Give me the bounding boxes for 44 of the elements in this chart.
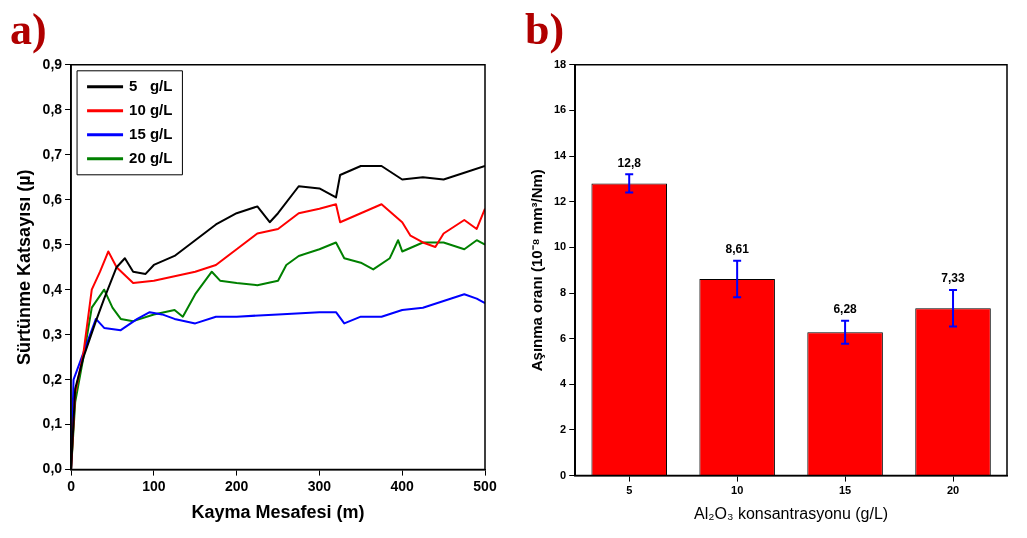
legend-label: 20 g/L bbox=[129, 148, 173, 166]
y-tick-label: 0,0 bbox=[42, 460, 63, 477]
x-tick-label: 200 bbox=[224, 477, 249, 494]
data-label: 8,61 bbox=[725, 242, 750, 257]
x-tick-label: 100 bbox=[142, 477, 166, 494]
legend-label: 15 g/L bbox=[129, 124, 173, 142]
y-tick-label: 2 bbox=[560, 422, 567, 435]
y-tick-label: 12 bbox=[553, 194, 567, 207]
y-axis-title: Aşınma oranı (10⁻⁸ mm³/Nm) bbox=[528, 169, 546, 372]
x-axis-title: Kayma Mesafesi (m) bbox=[191, 502, 365, 523]
data-label: 12,8 bbox=[617, 155, 642, 170]
x-tick-label: 5 bbox=[626, 484, 633, 497]
x-tick-label: 500 bbox=[473, 477, 497, 494]
x-tick-label: 300 bbox=[307, 477, 332, 494]
y-tick-label: 0,2 bbox=[42, 370, 63, 387]
y-axis-title: Sürtünme Katsayısı (µ) bbox=[13, 169, 34, 365]
y-tick-label: 4 bbox=[560, 377, 568, 390]
y-tick-label: 0,8 bbox=[42, 100, 63, 117]
x-axis-title: Al₂O₃ konsantrasyonu (g/L) bbox=[694, 504, 889, 522]
y-tick-label: 18 bbox=[553, 57, 567, 70]
y-tick-label: 16 bbox=[553, 103, 567, 116]
y-tick-label: 0,1 bbox=[42, 415, 63, 432]
y-tick-label: 0 bbox=[560, 468, 567, 481]
x-tick-label: 0 bbox=[67, 477, 76, 494]
y-tick-label: 0,5 bbox=[42, 235, 63, 252]
y-tick-label: 10 bbox=[553, 240, 567, 253]
y-tick-label: 0,9 bbox=[42, 55, 63, 72]
y-tick-label: 0,7 bbox=[42, 145, 63, 162]
x-tick-label: 20 bbox=[946, 484, 960, 497]
x-tick-label: 400 bbox=[390, 477, 415, 494]
y-tick-label: 6 bbox=[560, 331, 567, 344]
legend-label: 10 g/L bbox=[129, 100, 173, 118]
y-tick-label: 8 bbox=[560, 286, 567, 299]
y-tick-label: 0,6 bbox=[42, 190, 63, 207]
y-tick-label: 0,4 bbox=[42, 280, 63, 297]
x-tick-label: 10 bbox=[731, 484, 744, 497]
y-tick-label: 0,3 bbox=[42, 325, 63, 342]
y-tick-label: 14 bbox=[553, 149, 568, 162]
data-label: 6,28 bbox=[833, 302, 858, 317]
chart-title: b) bbox=[525, 4, 565, 54]
legend-label: 5 g/L bbox=[129, 76, 173, 94]
x-tick-label: 15 bbox=[838, 484, 852, 497]
data-label: 7,33 bbox=[941, 271, 966, 286]
chart-title: a) bbox=[10, 4, 47, 54]
